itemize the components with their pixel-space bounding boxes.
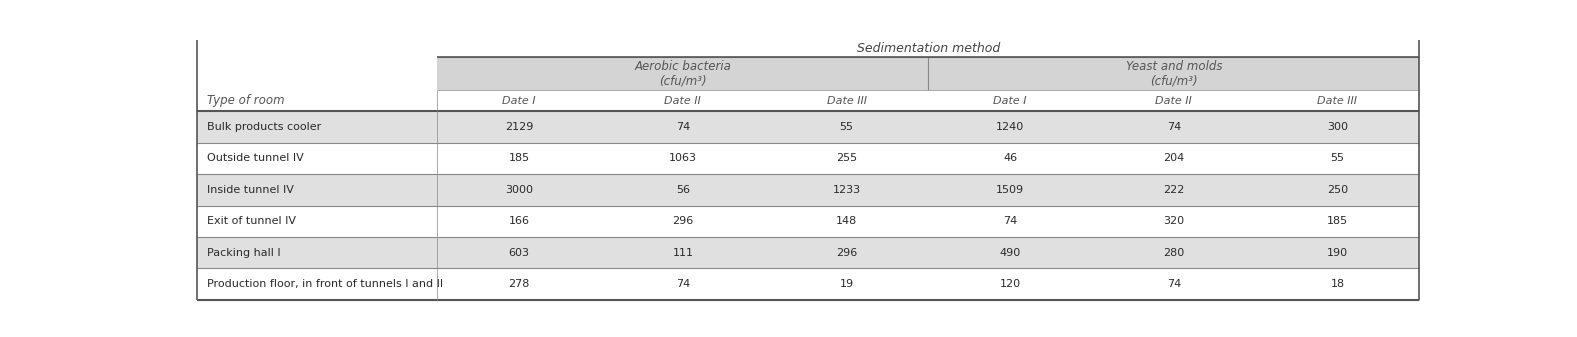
Text: Inside tunnel IV: Inside tunnel IV [207, 185, 293, 195]
Bar [437, 90, 1419, 111]
Text: Yeast and molds
(cfu/m³): Yeast and molds (cfu/m³) [1126, 60, 1222, 88]
Text: 280: 280 [1164, 248, 1184, 258]
Text: 1240: 1240 [997, 122, 1025, 132]
Text: 120: 120 [1000, 279, 1020, 289]
Text: 46: 46 [1003, 153, 1017, 163]
Text: Aerobic bacteria
(cfu/m³): Aerobic bacteria (cfu/m³) [634, 60, 732, 88]
Text: Bulk products cooler: Bulk products cooler [207, 122, 322, 132]
Text: 255: 255 [836, 153, 856, 163]
Text: 250: 250 [1326, 185, 1348, 195]
Bar [197, 111, 1419, 143]
Text: 18: 18 [1331, 279, 1345, 289]
Text: 19: 19 [839, 279, 853, 289]
Text: Sedimentation method: Sedimentation method [856, 42, 1000, 55]
Text: 55: 55 [839, 122, 853, 132]
Text: Date I: Date I [994, 95, 1027, 105]
Text: Production floor, in front of tunnels I and II: Production floor, in front of tunnels I … [207, 279, 443, 289]
Bar [197, 237, 1419, 269]
Text: Date III: Date III [826, 95, 866, 105]
Bar [437, 40, 1419, 57]
Bar [197, 40, 437, 111]
Text: 185: 185 [1326, 216, 1348, 226]
Text: 296: 296 [672, 216, 694, 226]
Text: 1233: 1233 [833, 185, 861, 195]
Text: 74: 74 [1167, 122, 1181, 132]
Text: 56: 56 [677, 185, 689, 195]
Text: 185: 185 [509, 153, 530, 163]
Text: 2129: 2129 [505, 122, 533, 132]
Text: 278: 278 [508, 279, 530, 289]
Text: 1509: 1509 [997, 185, 1023, 195]
Text: Date I: Date I [503, 95, 536, 105]
Text: 111: 111 [672, 248, 694, 258]
Text: Exit of tunnel IV: Exit of tunnel IV [207, 216, 296, 226]
Text: 74: 74 [1003, 216, 1017, 226]
Text: Date III: Date III [1317, 95, 1358, 105]
Text: 222: 222 [1164, 185, 1184, 195]
Bar [197, 206, 1419, 237]
Text: Outside tunnel IV: Outside tunnel IV [207, 153, 304, 163]
Text: 55: 55 [1331, 153, 1345, 163]
Text: 320: 320 [1164, 216, 1184, 226]
Text: 166: 166 [509, 216, 530, 226]
Text: 300: 300 [1326, 122, 1348, 132]
Text: 148: 148 [836, 216, 858, 226]
Bar [197, 143, 1419, 174]
Text: Date II: Date II [1156, 95, 1192, 105]
Text: 1063: 1063 [669, 153, 697, 163]
Text: 296: 296 [836, 248, 858, 258]
Text: Packing hall I: Packing hall I [207, 248, 281, 258]
Text: 74: 74 [675, 122, 691, 132]
Text: 190: 190 [1326, 248, 1348, 258]
Bar [197, 269, 1419, 300]
Text: Date II: Date II [664, 95, 702, 105]
Bar [437, 57, 1419, 90]
Text: 74: 74 [675, 279, 691, 289]
Text: 74: 74 [1167, 279, 1181, 289]
Text: Type of room: Type of room [207, 94, 284, 107]
Text: 3000: 3000 [505, 185, 533, 195]
Bar [197, 174, 1419, 206]
Text: 603: 603 [509, 248, 530, 258]
Text: 490: 490 [1000, 248, 1020, 258]
Text: 204: 204 [1164, 153, 1184, 163]
